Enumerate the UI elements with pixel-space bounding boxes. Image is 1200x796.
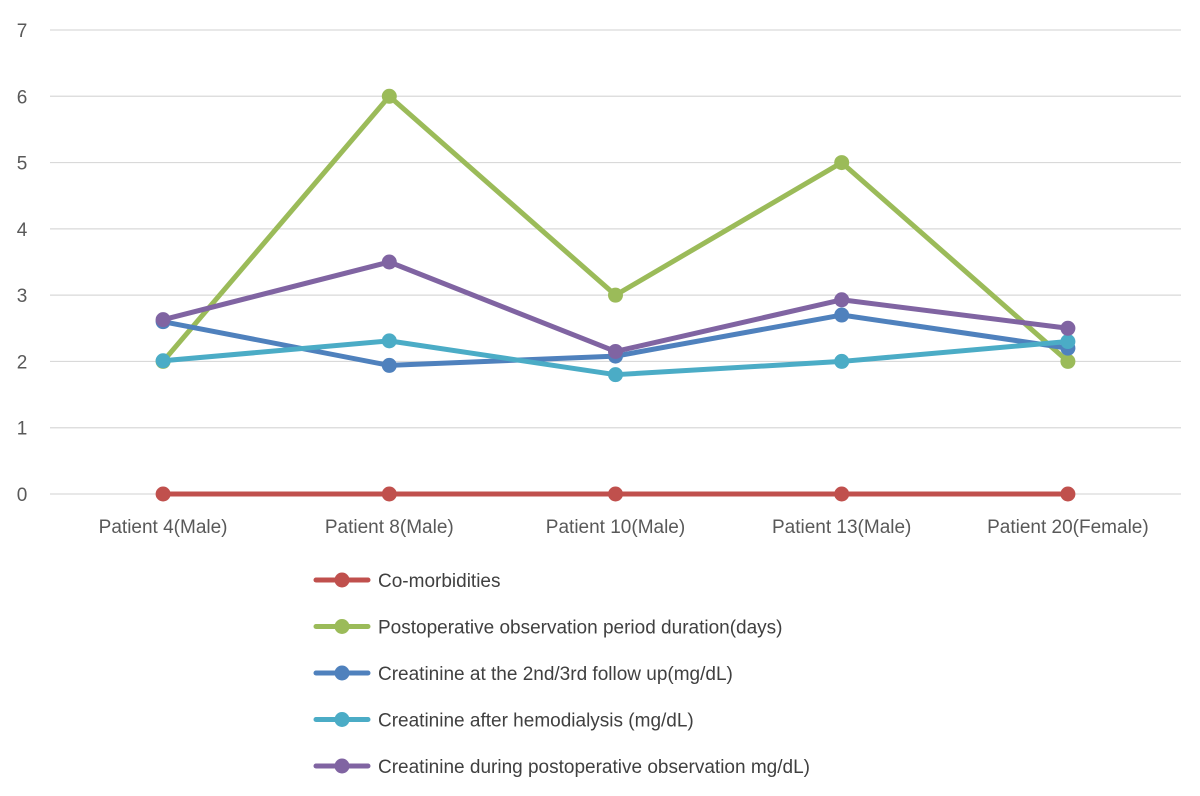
- y-tick-label: 1: [17, 419, 28, 440]
- y-tick-label: 2: [17, 352, 28, 373]
- data-point: [608, 367, 623, 383]
- data-point: [834, 307, 850, 323]
- data-point: [1060, 353, 1076, 369]
- data-point: [834, 353, 850, 369]
- data-point: [381, 254, 397, 270]
- legend-swatch-marker: [334, 758, 350, 774]
- data-point: [834, 155, 850, 171]
- legend-swatch-marker: [334, 572, 350, 588]
- series-3: [155, 307, 1076, 373]
- data-point: [381, 357, 397, 373]
- y-axis-ticks: 0 1 2 3 4 5 6 7: [17, 21, 28, 506]
- legend-item: Creatinine after hemodialysis (mg/dL): [313, 711, 694, 732]
- y-tick-label: 5: [17, 154, 28, 175]
- legend-label: Creatinine during postoperative observat…: [378, 757, 810, 778]
- data-point: [381, 88, 397, 104]
- y-tick-label: 4: [17, 220, 28, 241]
- legend-label: Co-morbidities: [378, 571, 500, 592]
- y-tick-label: 7: [17, 21, 28, 42]
- legend-swatch-marker: [334, 712, 350, 727]
- data-point: [608, 486, 623, 502]
- series-1: [155, 486, 1076, 502]
- x-tick-label: Patient 20(Female): [987, 517, 1149, 538]
- x-tick-label: Patient 10(Male): [546, 517, 685, 538]
- data-point: [1060, 320, 1076, 336]
- data-point: [608, 343, 623, 359]
- y-tick-label: 6: [17, 87, 28, 108]
- gridlines: [50, 29, 1181, 495]
- legend-swatch-marker: [334, 665, 350, 681]
- data-point: [155, 312, 171, 328]
- x-axis-ticks: Patient 4(Male) Patient 8(Male) Patient 10…: [99, 517, 1149, 538]
- data-point: [381, 486, 397, 502]
- series-5: [155, 254, 1076, 359]
- series-4: [155, 333, 1076, 383]
- data-point: [834, 292, 850, 308]
- data-point: [381, 333, 397, 349]
- data-point: [155, 353, 171, 369]
- legend-label: Postoperative observation period duratio…: [378, 618, 783, 639]
- y-tick-label: 0: [17, 485, 28, 506]
- data-point: [155, 486, 171, 502]
- legend-item: Postoperative observation period duratio…: [313, 618, 783, 639]
- legend: Co-morbidities Postoperative observation …: [313, 571, 810, 778]
- legend-item: Co-morbidities: [313, 571, 500, 592]
- legend-item: Creatinine during postoperative observat…: [313, 757, 810, 778]
- data-point: [834, 486, 850, 502]
- data-point: [1060, 334, 1076, 350]
- legend-label: Creatinine after hemodialysis (mg/dL): [378, 711, 694, 732]
- legend-label: Creatinine at the 2nd/3rd follow up(mg/d…: [378, 664, 733, 685]
- data-point: [608, 287, 623, 303]
- legend-swatch-marker: [334, 619, 350, 634]
- x-tick-label: Patient 4(Male): [99, 517, 228, 538]
- series-line: [160, 259, 1071, 354]
- legend-item: Creatinine at the 2nd/3rd follow up(mg/d…: [313, 664, 733, 685]
- data-point: [1060, 486, 1076, 502]
- x-tick-label: Patient 13(Male): [772, 517, 911, 538]
- y-tick-label: 3: [17, 286, 28, 307]
- x-tick-label: Patient 8(Male): [325, 517, 454, 538]
